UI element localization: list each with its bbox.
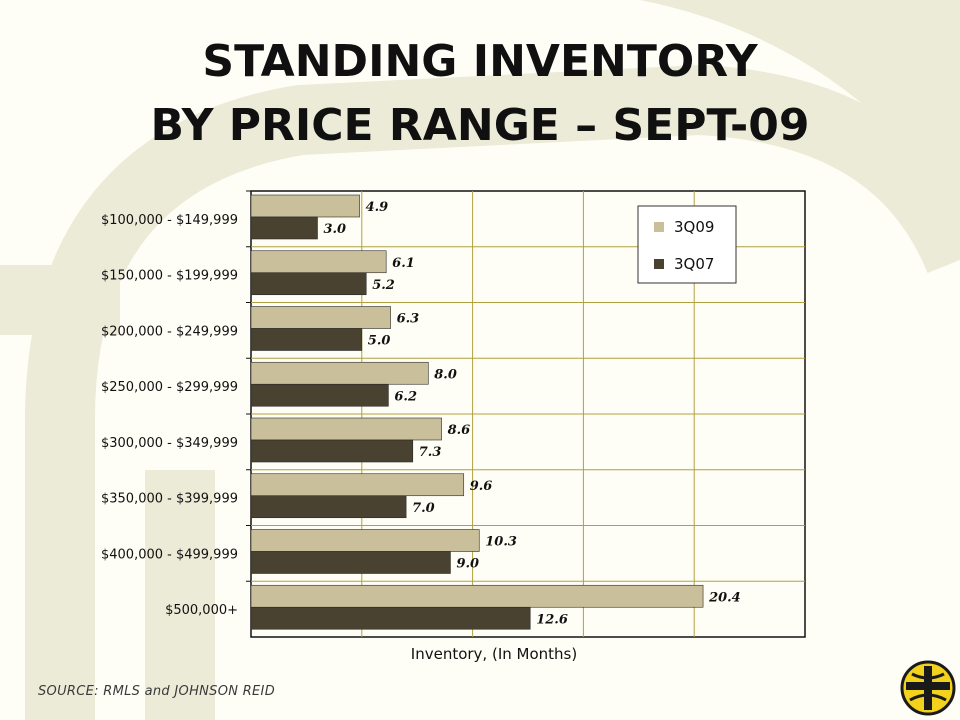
bar-3q07 bbox=[250, 439, 414, 463]
bar-3q07 bbox=[250, 551, 451, 574]
bar-3q09 bbox=[250, 361, 429, 385]
data-label-3q07: 9.0 bbox=[456, 557, 479, 572]
legend-label-3q09: 3Q09 bbox=[674, 218, 714, 236]
category-label: $300,000 - $349,999 bbox=[101, 436, 238, 451]
x-axis-title: Inventory, (In Months) bbox=[411, 645, 577, 663]
slide-title-line-1: STANDING INVENTORY bbox=[202, 36, 758, 87]
data-label-3q09: 6.3 bbox=[397, 312, 420, 327]
bar-3q07 bbox=[250, 606, 531, 630]
data-label-3q07: 5.2 bbox=[372, 278, 395, 293]
bar-3q09 bbox=[250, 417, 442, 441]
bar-3q09 bbox=[250, 473, 465, 497]
bar-3q09 bbox=[250, 306, 391, 329]
bar-3q07 bbox=[250, 328, 363, 351]
category-label: $200,000 - $249,999 bbox=[101, 324, 238, 339]
data-label-3q09: 10.3 bbox=[485, 535, 517, 550]
category-label: $500,000+ bbox=[165, 603, 238, 618]
bar-3q07 bbox=[250, 495, 407, 519]
cross-shield-logo-icon bbox=[900, 660, 956, 716]
legend-swatch-3q07 bbox=[654, 259, 664, 269]
bar-3q09 bbox=[250, 529, 480, 552]
data-label-3q09: 6.1 bbox=[392, 256, 415, 271]
category-label: $150,000 - $199,999 bbox=[101, 269, 238, 284]
category-label: $250,000 - $299,999 bbox=[101, 380, 238, 395]
category-label: $100,000 - $149,999 bbox=[101, 213, 238, 228]
source-note: SOURCE: RMLS and JOHNSON REID bbox=[38, 684, 275, 699]
data-label-3q09: 20.4 bbox=[708, 590, 741, 605]
data-label-3q07: 3.0 bbox=[323, 222, 346, 237]
data-label-3q07: 6.2 bbox=[394, 389, 417, 404]
bar-3q09 bbox=[250, 194, 360, 218]
data-label-3q07: 12.6 bbox=[536, 612, 568, 627]
data-label-3q09: 9.6 bbox=[470, 479, 493, 494]
data-label-3q07: 5.0 bbox=[368, 334, 391, 349]
bar-3q07 bbox=[250, 272, 367, 296]
chart-legend: 3Q09 3Q07 bbox=[637, 205, 737, 284]
slide-title-line-2: BY PRICE RANGE – SEPT-09 bbox=[150, 100, 810, 151]
data-label-3q07: 7.3 bbox=[419, 445, 442, 460]
bar-3q09 bbox=[250, 584, 704, 608]
category-label: $350,000 - $399,999 bbox=[101, 492, 238, 507]
bar-3q07 bbox=[250, 216, 318, 240]
legend-label-3q07: 3Q07 bbox=[674, 255, 714, 273]
data-label-3q09: 4.9 bbox=[366, 200, 389, 215]
category-label: $400,000 - $499,999 bbox=[101, 547, 238, 562]
bar-3q09 bbox=[250, 250, 387, 274]
data-label-3q09: 8.6 bbox=[448, 423, 471, 438]
legend-box bbox=[637, 205, 737, 284]
data-label-3q09: 8.0 bbox=[434, 367, 457, 382]
legend-swatch-3q09 bbox=[654, 222, 664, 232]
bar-3q07 bbox=[250, 383, 389, 407]
data-label-3q07: 7.0 bbox=[412, 501, 435, 516]
